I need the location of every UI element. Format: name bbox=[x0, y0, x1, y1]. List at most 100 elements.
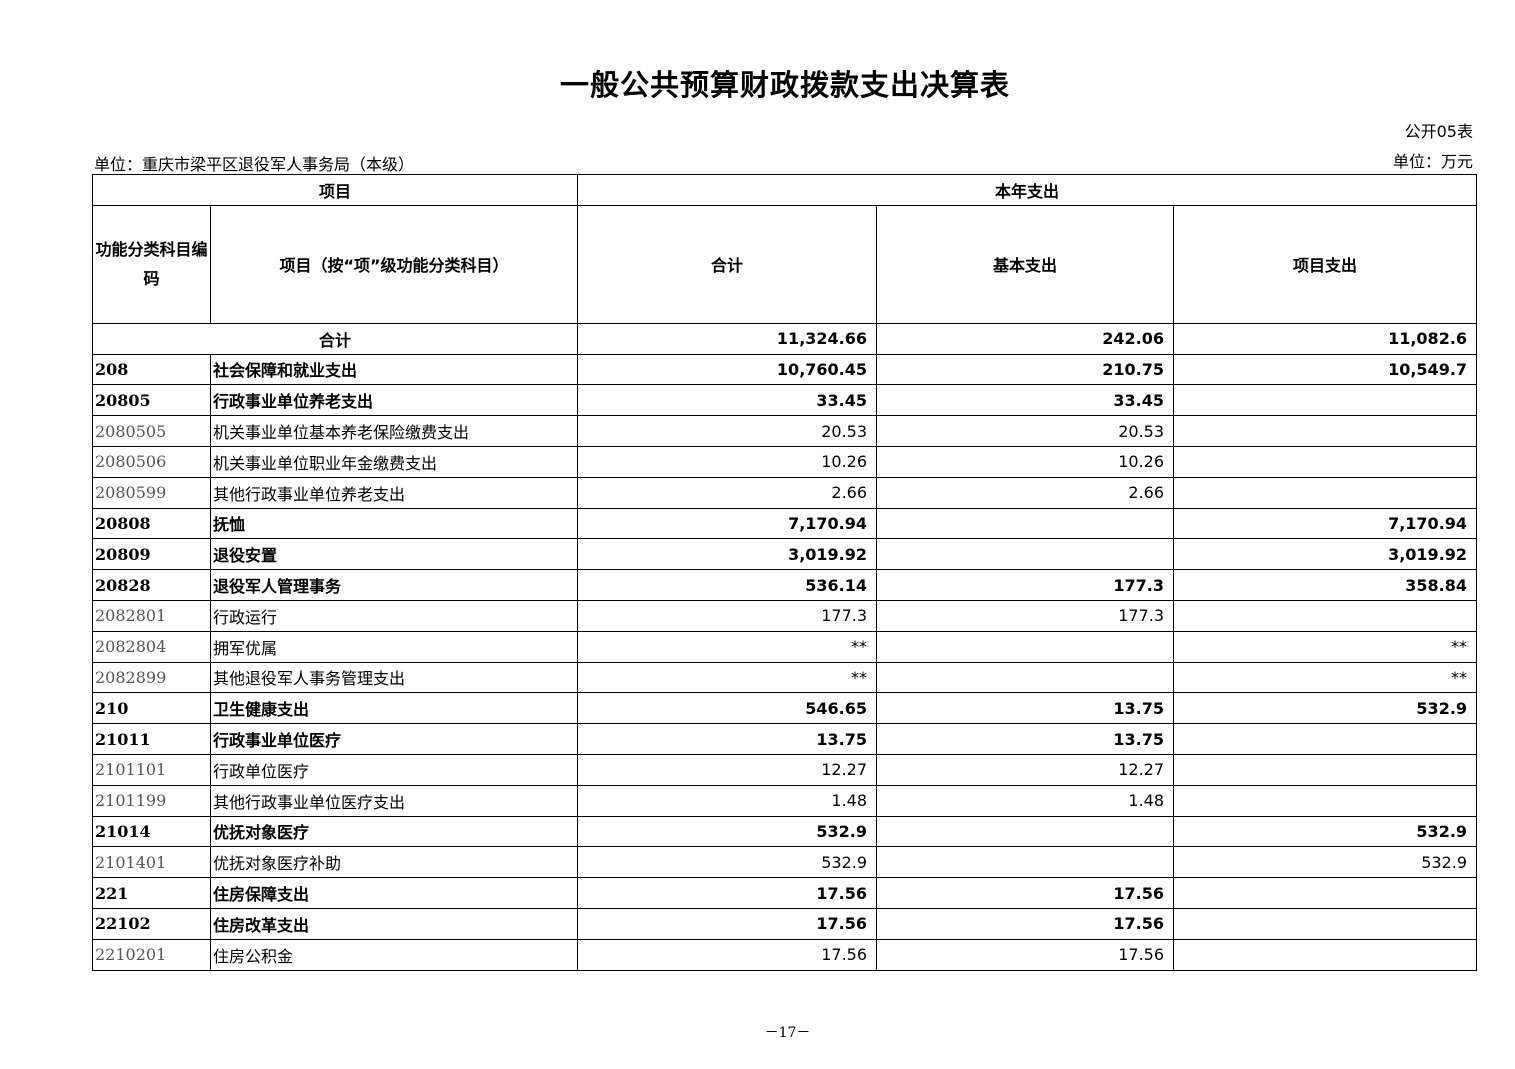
row-basic: 177.3 bbox=[876, 599, 1175, 632]
budget-table: 项目 本年支出 功能分类科目编码 项目（按“项”级功能分类科目） 合计 基本支出… bbox=[91, 174, 1478, 971]
row-name: 卫生健康支出 bbox=[209, 692, 579, 725]
row-code: 2101401 bbox=[92, 846, 211, 879]
row-project bbox=[1173, 415, 1478, 447]
row-basic bbox=[876, 815, 1175, 848]
table-row: 21014 优抚对象医疗 532.9 532.9 bbox=[92, 815, 1478, 848]
row-code: 2082801 bbox=[92, 599, 211, 632]
header-basic: 基本支出 bbox=[876, 204, 1175, 324]
row-code: 2101199 bbox=[92, 784, 211, 817]
row-basic: 210.75 bbox=[876, 353, 1175, 386]
table-row: 20809 退役安置 3,019.92 3,019.92 bbox=[92, 538, 1478, 571]
row-project: 358.84 bbox=[1173, 569, 1478, 601]
table-row: 2080599 其他行政事业单位养老支出 2.66 2.66 bbox=[92, 476, 1478, 509]
table-row: 20805 行政事业单位养老支出 33.45 33.45 bbox=[92, 384, 1478, 417]
table-row: 2101401 优抚对象医疗补助 532.9 532.9 bbox=[92, 846, 1478, 879]
table-row: 2082801 行政运行 177.3 177.3 bbox=[92, 599, 1478, 632]
row-total: 536.14 bbox=[577, 569, 878, 601]
table-row: 2080505 机关事业单位基本养老保险缴费支出 20.53 20.53 bbox=[92, 415, 1478, 447]
row-total: 532.9 bbox=[577, 815, 878, 848]
row-name: 拥军优属 bbox=[209, 630, 579, 663]
row-project: ** bbox=[1173, 661, 1478, 694]
row-total: 33.45 bbox=[577, 384, 878, 417]
row-name: 行政事业单位医疗 bbox=[209, 723, 579, 755]
row-basic: 12.27 bbox=[876, 753, 1175, 786]
row-code: 2082804 bbox=[92, 630, 211, 663]
unit-organization: 单位：重庆市梁平区退役军人事务局（本级） bbox=[94, 155, 415, 174]
row-name: 机关事业单位职业年金缴费支出 bbox=[209, 445, 579, 478]
header-item-detail: 项目（按“项”级功能分类科目） bbox=[209, 204, 579, 324]
row-code: 21014 bbox=[92, 815, 211, 848]
row-total: 2.66 bbox=[577, 476, 878, 509]
table-row: 210 卫生健康支出 546.65 13.75 532.9 bbox=[92, 692, 1478, 725]
row-basic bbox=[876, 507, 1175, 540]
row-name: 行政事业单位养老支出 bbox=[209, 384, 579, 417]
total-basic: 242.06 bbox=[876, 322, 1175, 355]
row-basic: 17.56 bbox=[876, 938, 1175, 971]
row-total: 532.9 bbox=[577, 846, 878, 879]
row-total: 17.56 bbox=[577, 938, 878, 971]
header-row-1: 项目 本年支出 bbox=[91, 174, 1478, 206]
row-basic bbox=[876, 661, 1175, 694]
row-basic: 10.26 bbox=[876, 445, 1175, 478]
table-number: 公开05表 bbox=[1404, 122, 1473, 141]
row-project bbox=[1173, 907, 1478, 940]
row-total: 10.26 bbox=[577, 445, 878, 478]
row-project: 532.9 bbox=[1173, 846, 1478, 879]
row-total: 546.65 bbox=[577, 692, 878, 725]
row-total: 1.48 bbox=[577, 784, 878, 817]
row-basic: 17.56 bbox=[876, 907, 1175, 940]
row-code: 20805 bbox=[92, 384, 211, 417]
row-basic: 33.45 bbox=[876, 384, 1175, 417]
row-total: 12.27 bbox=[577, 753, 878, 786]
row-basic: 13.75 bbox=[876, 692, 1175, 725]
header-total: 合计 bbox=[577, 204, 878, 324]
table-row: 2210201 住房公积金 17.56 17.56 bbox=[92, 938, 1478, 971]
header-code: 功能分类科目编码 bbox=[92, 204, 211, 324]
row-project: 532.9 bbox=[1173, 815, 1478, 848]
row-project bbox=[1173, 877, 1478, 909]
row-code: 221 bbox=[92, 877, 211, 909]
table-row: 221 住房保障支出 17.56 17.56 bbox=[92, 877, 1478, 909]
table-row: 2101199 其他行政事业单位医疗支出 1.48 1.48 bbox=[92, 784, 1478, 817]
row-code: 20809 bbox=[92, 538, 211, 571]
row-total: 10,760.45 bbox=[577, 353, 878, 386]
row-project: 10,549.7 bbox=[1173, 353, 1478, 386]
unit-currency: 单位：万元 bbox=[1392, 152, 1473, 171]
row-name: 其他退役军人事务管理支出 bbox=[209, 661, 579, 694]
row-basic bbox=[876, 630, 1175, 663]
row-total: ** bbox=[577, 661, 878, 694]
row-total: 3,019.92 bbox=[577, 538, 878, 571]
row-total: ** bbox=[577, 630, 878, 663]
table-row: 2082804 拥军优属 ** ** bbox=[92, 630, 1478, 663]
table-row: 2082899 其他退役军人事务管理支出 ** ** bbox=[92, 661, 1478, 694]
row-name: 行政运行 bbox=[209, 599, 579, 632]
row-name: 住房公积金 bbox=[209, 938, 579, 971]
row-name: 住房保障支出 bbox=[209, 877, 579, 909]
total-label: 合计 bbox=[91, 322, 579, 355]
row-project bbox=[1173, 753, 1478, 786]
row-code: 21011 bbox=[92, 723, 211, 755]
row-project bbox=[1173, 938, 1478, 971]
table-row: 2080506 机关事业单位职业年金缴费支出 10.26 10.26 bbox=[92, 445, 1478, 478]
row-basic: 17.56 bbox=[876, 877, 1175, 909]
row-code: 2080506 bbox=[92, 445, 211, 478]
total-project: 11,082.6 bbox=[1173, 322, 1478, 355]
row-basic: 2.66 bbox=[876, 476, 1175, 509]
row-name: 退役安置 bbox=[209, 538, 579, 571]
row-name: 优抚对象医疗 bbox=[209, 815, 579, 848]
row-code: 2080599 bbox=[92, 476, 211, 509]
row-name: 行政单位医疗 bbox=[209, 753, 579, 786]
row-name: 住房改革支出 bbox=[209, 907, 579, 940]
row-total: 7,170.94 bbox=[577, 507, 878, 540]
row-total: 20.53 bbox=[577, 415, 878, 447]
header-row-2: 功能分类科目编码 项目（按“项”级功能分类科目） 合计 基本支出 项目支出 bbox=[92, 204, 1478, 324]
table-row: 208 社会保障和就业支出 10,760.45 210.75 10,549.7 bbox=[92, 353, 1478, 386]
row-name: 退役军人管理事务 bbox=[209, 569, 579, 601]
row-project bbox=[1173, 384, 1478, 417]
row-total: 17.56 bbox=[577, 907, 878, 940]
row-total: 17.56 bbox=[577, 877, 878, 909]
row-basic: 1.48 bbox=[876, 784, 1175, 817]
row-total: 177.3 bbox=[577, 599, 878, 632]
row-project bbox=[1173, 723, 1478, 755]
row-code: 2082899 bbox=[92, 661, 211, 694]
